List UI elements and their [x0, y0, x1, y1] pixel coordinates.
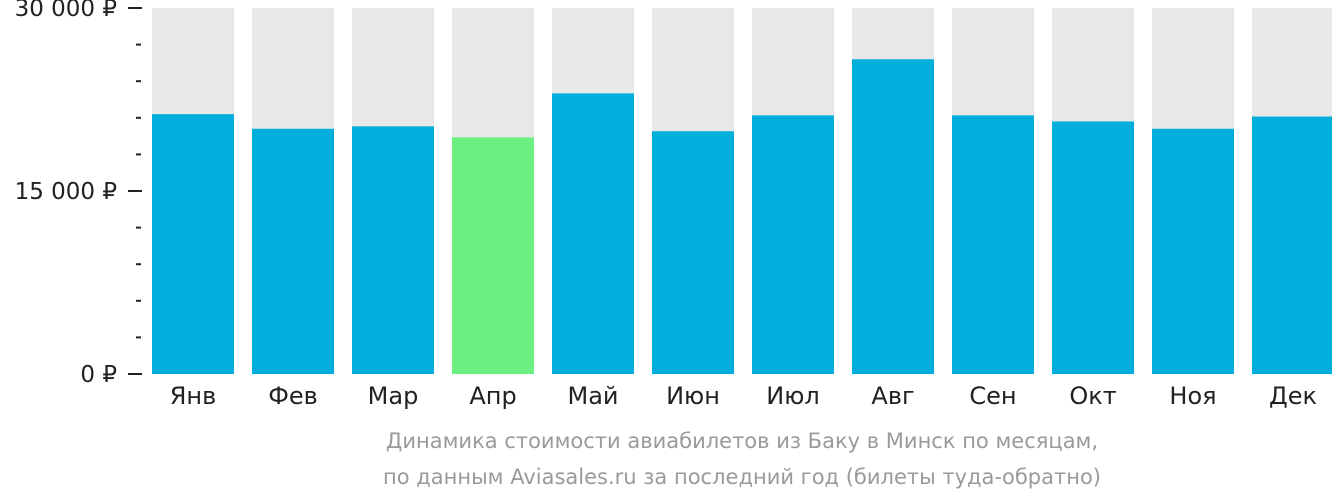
- x-tick-label: Окт: [1069, 382, 1116, 410]
- x-tick-label: Июл: [766, 382, 820, 410]
- y-axis: 0 ₽ 15 000 ₽ 30 000 ₽: [15, 0, 142, 388]
- x-tick-label: Май: [567, 382, 618, 410]
- bar: [952, 115, 1034, 375]
- bar: [1152, 128, 1234, 374]
- y-tick-label: 30 000 ₽: [15, 0, 117, 22]
- bar: [252, 128, 334, 374]
- bar: [852, 59, 934, 375]
- bar: [1252, 116, 1332, 374]
- x-tick-label: Авг: [871, 382, 914, 410]
- bars: [152, 8, 1332, 375]
- x-tick-label: Янв: [170, 382, 217, 410]
- bar: [452, 137, 534, 374]
- bar: [552, 93, 634, 375]
- bar: [652, 131, 734, 374]
- x-axis-labels: Янв Фев Мар Апр Май Июн Июл Авг Сен Окт Ноя Дек: [170, 382, 1317, 410]
- x-tick-label: Апр: [469, 382, 516, 410]
- y-tick-label: 15 000 ₽: [15, 179, 117, 205]
- x-tick-label: Дек: [1269, 382, 1317, 410]
- bar: [352, 126, 434, 374]
- x-tick-label: Сен: [969, 382, 1016, 410]
- x-tick-label: Ноя: [1169, 382, 1216, 410]
- y-tick-label: 0 ₽: [80, 362, 117, 388]
- bar: [152, 114, 234, 374]
- chart-caption-line-1: Динамика стоимости авиабилетов из Баку в…: [385, 429, 1099, 453]
- bar: [1052, 121, 1134, 375]
- chart-caption-line-2: по данным Aviasales.ru за последний год …: [383, 465, 1101, 489]
- x-tick-label: Фев: [268, 382, 318, 410]
- x-tick-label: Июн: [666, 382, 720, 410]
- bar: [752, 115, 834, 375]
- x-tick-label: Мар: [368, 382, 419, 410]
